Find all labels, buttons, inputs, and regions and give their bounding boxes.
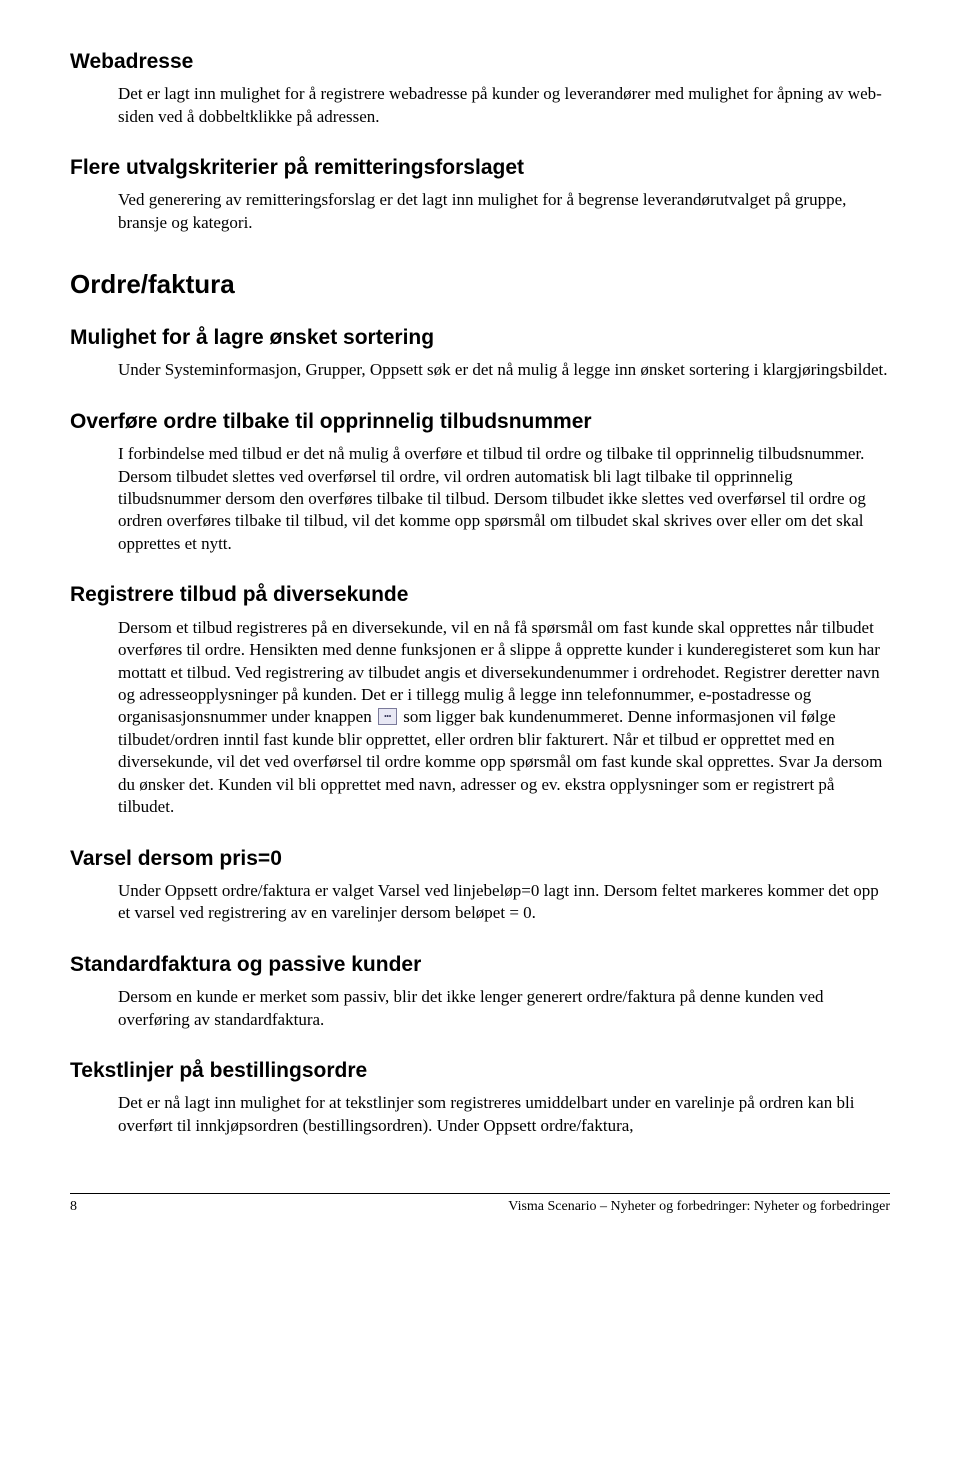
heading-webadresse: Webadresse <box>70 48 890 75</box>
heading-varsel-pris: Varsel dersom pris=0 <box>70 845 890 872</box>
more-options-icon <box>378 708 397 725</box>
heading-overfore-ordre: Overføre ordre tilbake til opprinnelig t… <box>70 408 890 435</box>
heading-registrere-tilbud: Registrere tilbud på diversekunde <box>70 581 890 608</box>
footer-page-number: 8 <box>70 1198 77 1216</box>
body-registrere-tilbud: Dersom et tilbud registreres på en diver… <box>118 617 890 819</box>
heading-lagre-sortering: Mulighet for å lagre ønsket sortering <box>70 324 890 351</box>
body-tekstlinjer: Det er nå lagt inn mulighet for at tekst… <box>118 1092 890 1137</box>
body-standardfaktura: Dersom en kunde er merket som passiv, bl… <box>118 986 890 1031</box>
body-flere-utvalgskriterier: Ved generering av remitteringsforslag er… <box>118 189 890 234</box>
body-lagre-sortering: Under Systeminformasjon, Grupper, Oppset… <box>118 359 890 381</box>
body-varsel-pris: Under Oppsett ordre/faktura er valget Va… <box>118 880 890 925</box>
heading-flere-utvalgskriterier: Flere utvalgskriterier på remitteringsfo… <box>70 154 890 181</box>
heading-standardfaktura: Standardfaktura og passive kunder <box>70 951 890 978</box>
footer-right-text: Visma Scenario – Nyheter og forbedringer… <box>508 1198 890 1216</box>
page-footer: 8 Visma Scenario – Nyheter og forbedring… <box>70 1193 890 1216</box>
body-webadresse: Det er lagt inn mulighet for å registrer… <box>118 83 890 128</box>
heading-ordre-faktura: Ordre/faktura <box>70 268 890 302</box>
heading-tekstlinjer: Tekstlinjer på bestillingsordre <box>70 1057 890 1084</box>
body-overfore-ordre: I forbindelse med tilbud er det nå mulig… <box>118 443 890 555</box>
